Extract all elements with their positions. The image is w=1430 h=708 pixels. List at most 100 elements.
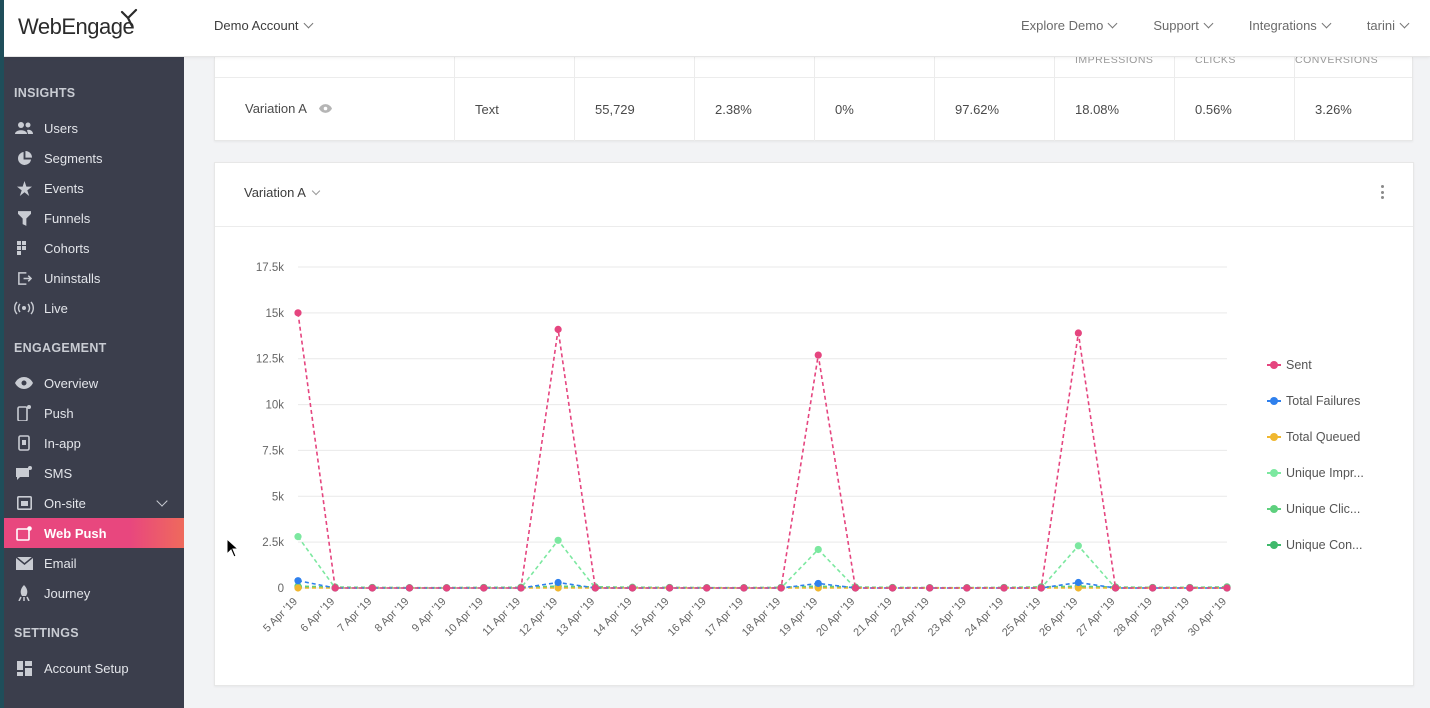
sidebar-item-overview[interactable]: Overview — [4, 368, 184, 398]
table-row-variation: Variation A — [245, 101, 332, 116]
sidebar-item-uninstalls[interactable]: Uninstalls — [4, 263, 184, 293]
sidebar-item-in-app[interactable]: In-app — [4, 428, 184, 458]
mail-icon — [14, 555, 34, 571]
x-tick-label: 12 Apr '19 — [517, 596, 560, 639]
window-edge-strip — [0, 0, 4, 708]
x-tick-label: 5 Apr '19 — [261, 596, 300, 635]
nav-explore-demo[interactable]: Explore Demo — [1021, 18, 1118, 33]
data-point — [517, 584, 525, 592]
data-point — [331, 584, 339, 592]
data-point — [777, 584, 785, 592]
sidebar-item-web-push[interactable]: Web Push — [4, 518, 184, 548]
y-tick-label: 5k — [272, 491, 284, 503]
data-point — [814, 545, 822, 554]
y-tick-label: 15k — [265, 308, 284, 320]
header-impressions: IMPRESSIONS — [1075, 54, 1154, 66]
legend-label[interactable]: Unique Clic... — [1286, 502, 1360, 516]
eye-icon — [14, 375, 34, 391]
legend-swatch-dot — [1270, 361, 1278, 369]
nav-label: Support — [1153, 18, 1199, 33]
funnel-icon — [14, 210, 34, 226]
data-point — [1000, 584, 1008, 592]
data-point — [294, 533, 302, 541]
legend-swatch-dot — [1270, 433, 1278, 441]
sidebar-item-label: Events — [44, 180, 84, 196]
variation-dropdown-label: Variation A — [244, 185, 306, 200]
column-divider — [694, 57, 695, 141]
nav-label: Integrations — [1248, 18, 1317, 33]
x-tick-label: 21 Apr '19 — [851, 596, 894, 639]
row-divider — [215, 77, 1412, 78]
legend-swatch-dot — [1270, 469, 1278, 477]
logo-bird-icon — [120, 8, 138, 28]
header-clicks: CLICKS — [1195, 54, 1236, 66]
nav-user-menu[interactable]: tarini — [1367, 18, 1410, 33]
section-title-engagement: ENGAGEMENT — [14, 341, 107, 355]
sidebar-item-account-setup[interactable]: Account Setup — [4, 653, 184, 683]
sidebar-item-email[interactable]: Email — [4, 548, 184, 578]
sidebar-item-journey[interactable]: Journey — [4, 578, 184, 608]
sidebar-item-label: Push — [44, 405, 74, 421]
data-point — [963, 584, 971, 592]
x-tick-label: 29 Apr '19 — [1149, 596, 1192, 639]
cell-failures: 2.38% — [715, 102, 752, 117]
chevron-down-icon[interactable] — [156, 495, 168, 507]
data-point — [294, 584, 302, 592]
sidebar-item-live[interactable]: Live — [4, 293, 184, 323]
column-divider — [1054, 57, 1055, 141]
column-divider — [1294, 57, 1295, 141]
logo-text: WebEngage — [18, 14, 135, 39]
journey-icon — [14, 585, 34, 601]
sidebar-item-push[interactable]: Push — [4, 398, 184, 428]
data-point — [1037, 584, 1045, 592]
sidebar-item-sms[interactable]: SMS — [4, 458, 184, 488]
column-divider — [454, 57, 455, 141]
cell-sent: 55,729 — [595, 102, 635, 117]
column-divider — [574, 57, 575, 141]
variation-stats-table: IMPRESSIONS CLICKS CONVERSIONS Variation… — [214, 54, 1413, 141]
variation-dropdown[interactable]: Variation A — [244, 185, 321, 200]
data-point — [1223, 584, 1231, 592]
users-icon — [14, 120, 34, 136]
x-tick-label: 14 Apr '19 — [591, 596, 634, 639]
data-point — [666, 584, 674, 592]
legend-label[interactable]: Unique Con... — [1286, 538, 1362, 552]
legend-label[interactable]: Total Queued — [1286, 430, 1360, 444]
top-bar: WebEngage Demo Account Explore Demo Supp… — [0, 0, 1430, 57]
chevron-down-icon — [1321, 18, 1332, 29]
preview-eye-icon[interactable] — [318, 104, 332, 113]
more-options-icon[interactable] — [1381, 185, 1385, 201]
sidebar: INSIGHTS Users Segments Events Funnels C… — [0, 57, 184, 708]
account-switcher[interactable]: Demo Account — [214, 18, 313, 33]
chart-header: Variation A — [215, 163, 1413, 227]
data-point — [480, 584, 488, 592]
x-tick-label: 11 Apr '19 — [480, 596, 523, 639]
x-tick-label: 28 Apr '19 — [1112, 596, 1155, 639]
nav-integrations[interactable]: Integrations — [1248, 18, 1332, 33]
sidebar-item-cohorts[interactable]: Cohorts — [4, 233, 184, 263]
chevron-down-icon — [1399, 18, 1410, 29]
legend-label[interactable]: Sent — [1286, 358, 1312, 372]
sidebar-item-segments[interactable]: Segments — [4, 143, 184, 173]
sidebar-item-on-site[interactable]: On-site — [4, 488, 184, 518]
sidebar-item-funnels[interactable]: Funnels — [4, 203, 184, 233]
sidebar-item-label: On-site — [44, 495, 86, 511]
legend-label[interactable]: Unique Impr... — [1286, 466, 1364, 480]
section-title-settings: SETTINGS — [14, 626, 79, 640]
x-tick-label: 20 Apr '19 — [814, 596, 857, 639]
chart-panel: Variation A 0 2.5k 5k 7.5k 10k 12.5k 15k 17.5k 5… — [214, 162, 1414, 686]
x-tick-label: 25 Apr '19 — [1000, 596, 1043, 639]
exit-icon — [14, 270, 34, 286]
webengage-logo[interactable]: WebEngage — [18, 8, 138, 44]
x-tick-label: 10 Apr '19 — [443, 596, 486, 639]
sidebar-item-users[interactable]: Users — [4, 113, 184, 143]
data-point — [405, 584, 414, 592]
nav-support[interactable]: Support — [1153, 18, 1214, 33]
data-point — [1074, 329, 1082, 337]
legend-label[interactable]: Total Failures — [1286, 394, 1360, 408]
sidebar-item-events[interactable]: Events — [4, 173, 184, 203]
x-tick-label: 19 Apr '19 — [777, 596, 820, 639]
legend-swatch-dot — [1270, 541, 1278, 549]
data-point — [554, 325, 562, 333]
data-point — [1074, 578, 1082, 587]
